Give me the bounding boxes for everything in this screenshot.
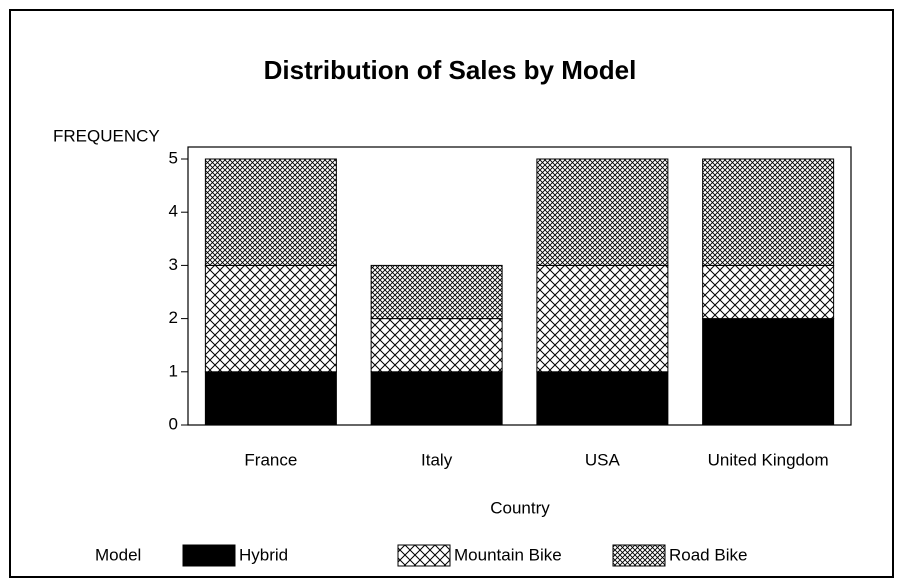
y-tick-label: 3: [169, 255, 178, 274]
bar-segment: [536, 264, 669, 373]
bar-segment: [370, 371, 503, 426]
bar-segment: [702, 158, 835, 266]
bar-segment: [702, 318, 835, 426]
bar-segment: [204, 158, 337, 266]
x-tick-label: Italy: [421, 450, 453, 469]
legend-label: Road Bike: [669, 545, 747, 564]
bar-segment: [370, 264, 503, 320]
y-axis-label: FREQUENCY: [53, 126, 160, 145]
bar-segment: [370, 318, 503, 373]
y-tick-label: 2: [169, 308, 178, 327]
y-tick-label: 4: [169, 202, 178, 221]
chart-title: Distribution of Sales by Model: [264, 55, 637, 85]
legend-swatch: [182, 544, 236, 567]
x-tick-label: United Kingdom: [708, 450, 829, 469]
legend-label: Hybrid: [239, 545, 288, 564]
legend-swatch: [612, 544, 666, 567]
bar-segment: [536, 371, 669, 426]
bar-segment: [204, 264, 337, 373]
legend-title: Model: [95, 545, 141, 564]
bar-segment: [536, 158, 669, 266]
bar-segment: [702, 264, 835, 320]
y-tick-label: 0: [169, 414, 178, 433]
y-tick-label: 1: [169, 361, 178, 380]
x-tick-label: USA: [585, 450, 621, 469]
x-axis-label: Country: [490, 498, 550, 517]
x-tick-label: France: [244, 450, 297, 469]
legend-swatch: [397, 544, 451, 567]
bar-segment: [204, 371, 337, 426]
y-tick-label: 5: [169, 148, 178, 167]
plot-frame: [187, 146, 852, 426]
legend-label: Mountain Bike: [454, 545, 562, 564]
